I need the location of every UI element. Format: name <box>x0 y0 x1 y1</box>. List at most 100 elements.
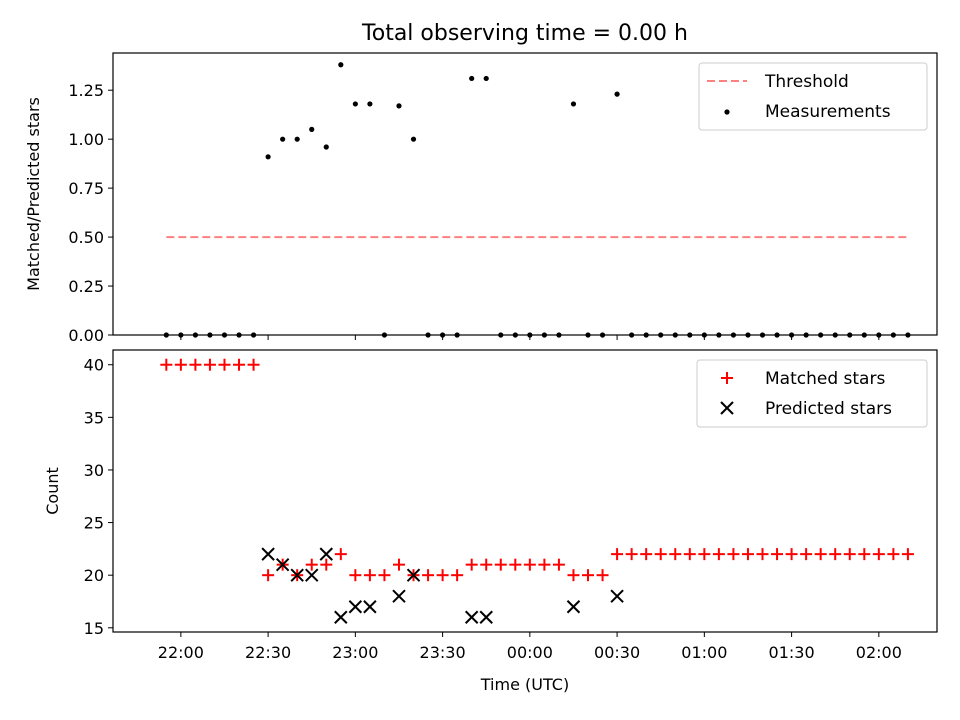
matched-star-marker <box>218 358 231 371</box>
x-axis-label: Time (UTC) <box>480 675 569 694</box>
top-y-tick-label: 1.25 <box>68 81 104 100</box>
measurement-point <box>294 136 300 142</box>
matched-star-marker <box>494 558 507 571</box>
matched-star-marker <box>887 548 900 561</box>
matched-star-marker <box>378 569 391 582</box>
measurement-point <box>454 332 460 338</box>
bottom-y-tick-label: 40 <box>84 356 104 375</box>
top-legend: Threshold Measurements <box>698 62 928 131</box>
measurement-point <box>440 332 446 338</box>
matched-star-marker <box>683 548 696 561</box>
matched-star-marker <box>160 358 173 371</box>
legend-predicted-swatch <box>720 401 734 415</box>
measurement-point <box>643 332 649 338</box>
matched-star-marker <box>174 358 187 371</box>
matched-star-marker <box>611 548 624 561</box>
measurement-point <box>527 332 533 338</box>
matched-star-marker <box>800 548 813 561</box>
matched-star-marker <box>771 548 784 561</box>
matched-star-marker <box>567 569 580 582</box>
matched-star-marker <box>872 548 885 561</box>
matched-star-marker <box>523 558 536 571</box>
top-y-tick-label: 0.75 <box>68 179 104 198</box>
matched-star-marker <box>305 558 318 571</box>
bottom-x-tick-label: 22:30 <box>245 643 291 662</box>
measurement-point <box>192 332 198 338</box>
matched-star-marker <box>858 548 871 561</box>
top-y-tick-label: 0.00 <box>68 326 104 345</box>
top-axes-frame <box>112 52 938 336</box>
legend-measurements-swatch <box>724 109 730 115</box>
matched-star-marker <box>363 569 376 582</box>
matched-star-marker <box>829 548 842 561</box>
predicted-star-marker <box>566 600 581 614</box>
matched-star-marker <box>843 548 856 561</box>
predicted-star-marker <box>261 547 275 561</box>
matched-star-marker <box>814 548 827 561</box>
bottom-legend-box <box>696 359 928 428</box>
legend-matched-swatch <box>721 372 733 384</box>
top-y-tick-label: 0.25 <box>68 277 104 296</box>
measurement-point <box>745 332 751 338</box>
predicted-star-marker <box>363 600 377 614</box>
measurement-point <box>163 332 169 338</box>
matched-star-marker <box>596 569 609 582</box>
predicted-star-marker <box>392 589 406 603</box>
matched-star-marker <box>262 569 275 582</box>
bottom-x-tick-label: 23:30 <box>420 643 466 662</box>
measurement-point <box>585 332 591 338</box>
matched-star-marker <box>669 548 682 561</box>
measurement-point <box>890 332 896 338</box>
measurement-point <box>498 332 504 338</box>
measurement-point <box>309 126 315 132</box>
matched-star-marker <box>552 558 565 571</box>
measurement-point <box>250 332 257 338</box>
measurement-point <box>352 101 358 107</box>
measurement-point <box>236 332 242 338</box>
bottom-y-axis-label: Count <box>43 467 62 515</box>
measurement-point <box>338 62 344 68</box>
measurement-point <box>207 332 213 338</box>
matched-star-marker <box>233 358 246 371</box>
legend-measurements-label: Measurements <box>765 102 891 122</box>
measurement-point <box>541 332 547 338</box>
measurement-point <box>381 332 388 338</box>
bottom-x-tick-label: 00:30 <box>594 643 640 662</box>
matched-star-marker <box>756 548 769 561</box>
matched-star-marker <box>203 358 216 371</box>
measurement-point <box>788 332 795 338</box>
measurement-point <box>629 332 635 338</box>
measurement-point <box>730 332 737 338</box>
matched-star-marker <box>465 558 478 571</box>
measurement-point <box>599 332 606 338</box>
legend-predicted-label: Predicted stars <box>765 399 892 419</box>
predicted-star-marker <box>275 557 290 572</box>
predicted-star-marker <box>610 589 624 603</box>
measurement-point <box>774 332 780 338</box>
measurement-point <box>265 154 271 160</box>
matched-star-marker <box>785 548 798 561</box>
bottom-x-tick-label: 02:00 <box>856 643 902 662</box>
bottom-y-tick-label: 30 <box>84 461 104 480</box>
measurement-point <box>832 332 838 338</box>
predicted-star-marker <box>305 568 319 582</box>
matched-star-marker <box>741 548 754 561</box>
predicted-star-marker <box>406 568 421 582</box>
matched-star-marker <box>334 548 347 561</box>
measurement-point <box>701 332 707 338</box>
matched-star-marker <box>436 569 449 582</box>
measurement-point <box>221 332 228 338</box>
legend-threshold-label: Threshold <box>764 72 849 92</box>
measurement-point <box>323 144 329 150</box>
matched-star-marker <box>727 548 740 561</box>
predicted-star-marker <box>290 568 304 582</box>
bottom-y-tick-label: 25 <box>84 514 104 533</box>
bottom-y-tick-label: 20 <box>84 566 104 585</box>
measurement-point <box>658 332 664 338</box>
measurement-point <box>556 332 562 338</box>
top-y-tick-label: 0.50 <box>68 228 104 247</box>
matched-star-marker <box>392 558 405 571</box>
bottom-x-tick-label: 22:00 <box>158 643 204 662</box>
bottom-y-tick-label: 35 <box>84 408 104 427</box>
bottom-x-tick-label: 23:00 <box>332 643 378 662</box>
